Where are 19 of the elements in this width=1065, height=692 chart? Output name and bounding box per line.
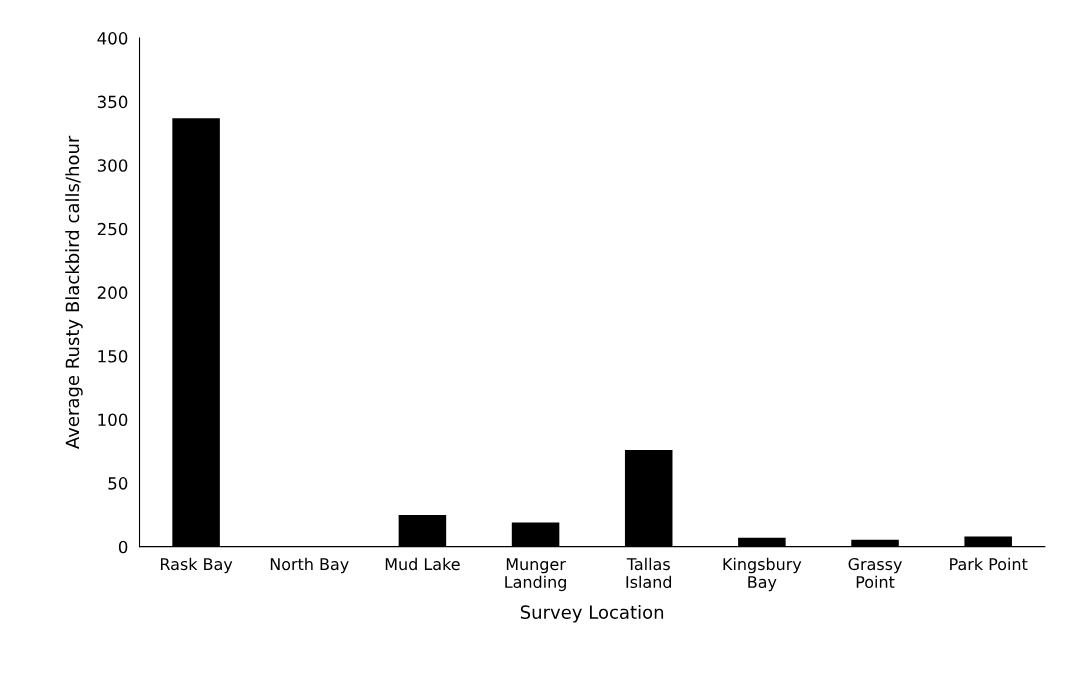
x-tick-label: Kingsbury Bay: [723, 557, 802, 592]
y-tick-label: 400: [97, 32, 128, 45]
x-tick-label: Park Point: [950, 557, 1028, 571]
y-tick-label: 100: [98, 413, 128, 427]
x-tick-label: Mud Lake: [385, 557, 460, 571]
x-tick-label: Tallas Island: [626, 557, 672, 589]
y-tick-label: 50: [108, 477, 128, 490]
y-tick-label: 200: [97, 286, 128, 299]
y-tick-label: 350: [97, 95, 128, 109]
x-axis-title: Survey Location: [520, 605, 664, 623]
x-tick-label: Munger Landing: [505, 558, 566, 592]
y-tick-label: 0: [118, 540, 128, 554]
y-tick-label: 300: [97, 159, 128, 172]
y-tick-label: 250: [97, 222, 128, 236]
x-tick-label: North Bay: [270, 557, 349, 574]
x-tick-label: Grassy Point: [848, 558, 902, 589]
x-tick-label: Rask Bay: [160, 557, 233, 574]
y-axis-title: Average Rusty Blackbird calls/hour: [65, 135, 83, 449]
y-tick-label: 150: [98, 349, 128, 363]
